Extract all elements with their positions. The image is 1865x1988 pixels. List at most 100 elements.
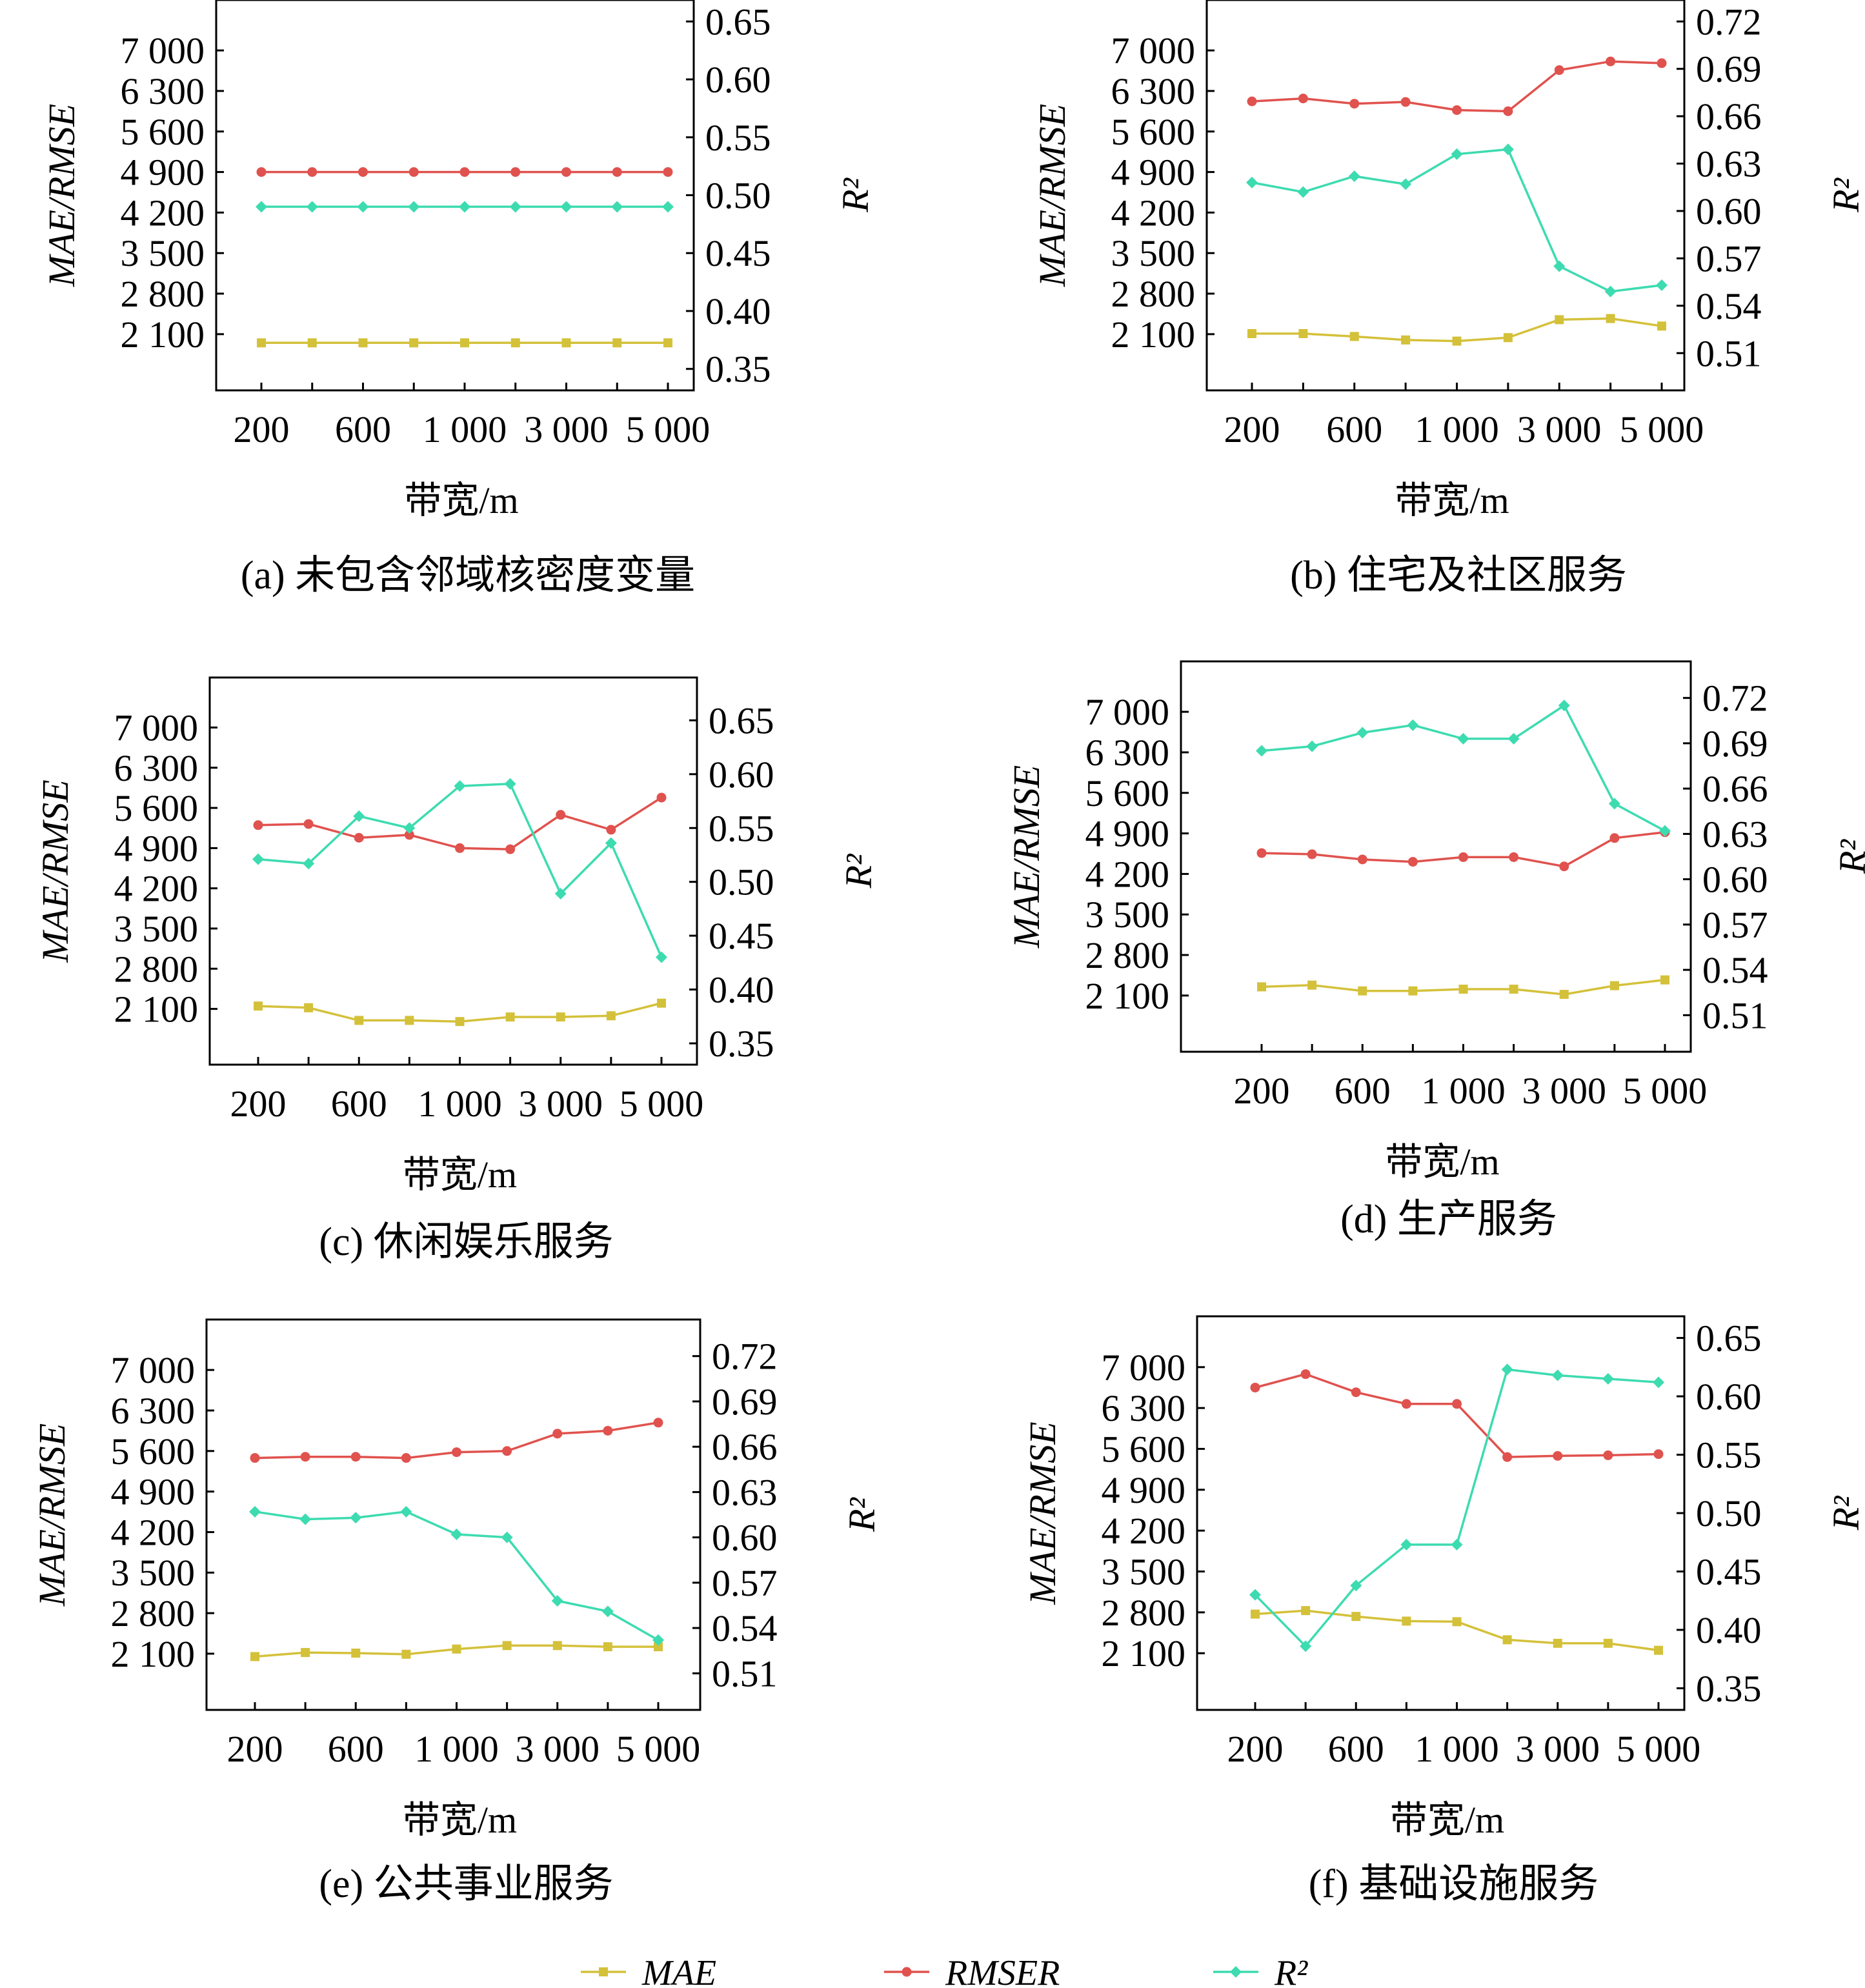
legend-label: R² [1274, 1953, 1308, 1988]
right-tick-label: 0.50 [705, 175, 771, 217]
data-point [307, 167, 318, 177]
right-tick-label: 0.35 [705, 348, 771, 390]
left-tick-label: 2 800 [1111, 273, 1196, 315]
right-tick-label: 0.65 [705, 1, 771, 43]
data-point [256, 167, 267, 177]
series-line [257, 796, 662, 850]
left-tick-label: 3 500 [114, 908, 199, 950]
left-tick-label: 3 500 [1102, 1551, 1186, 1592]
data-point [1657, 321, 1666, 331]
right-tick-label: 0.55 [709, 807, 774, 849]
left-tick-label: 4 200 [121, 192, 205, 234]
right-tick-label: 0.72 [1696, 1, 1762, 43]
right-tick-label: 0.51 [1696, 332, 1762, 374]
panel-caption: (f) 基础设施服务 [1309, 1862, 1598, 1906]
right-tick-label: 0.60 [1696, 1376, 1762, 1418]
data-point [1559, 861, 1569, 872]
y-axis-label-right: R² [1831, 838, 1865, 874]
left-tick-label: 4 200 [1102, 1510, 1186, 1552]
right-tick-label: 0.51 [712, 1652, 778, 1694]
data-point [662, 201, 674, 213]
right-tick-label: 0.66 [1696, 95, 1762, 137]
left-tick-label: 4 200 [111, 1511, 196, 1553]
data-point [1402, 1616, 1411, 1626]
data-point [350, 1512, 362, 1524]
data-point [358, 167, 368, 177]
y-axis-label-right: R² [841, 1496, 883, 1532]
x-tick-label: 1 000 [423, 408, 507, 450]
x-tick-label: 200 [230, 1083, 287, 1125]
data-point [1349, 99, 1360, 109]
data-point [605, 837, 617, 849]
data-point [249, 1505, 261, 1518]
legend-marker [599, 1967, 608, 1976]
left-tick-label: 4 900 [1102, 1469, 1186, 1511]
data-point [510, 338, 520, 348]
legend-label: RMSER [945, 1953, 1060, 1988]
plot-frame [1196, 1315, 1686, 1711]
data-point [1503, 333, 1513, 343]
left-tick-label: 3 500 [1085, 894, 1170, 936]
y-axis-label-left: MAE/RMSE [1005, 765, 1047, 949]
series-rmser [1250, 1369, 1664, 1462]
right-tick-label: 0.57 [1696, 237, 1762, 279]
data-point [1604, 285, 1617, 297]
data-point [303, 858, 315, 870]
right-tick-label: 0.50 [709, 861, 774, 903]
data-point [307, 338, 317, 348]
x-tick-label: 5 000 [1623, 1070, 1708, 1112]
data-point [403, 822, 416, 834]
data-point [256, 201, 267, 213]
data-point [1452, 1617, 1462, 1627]
data-point [1400, 1538, 1413, 1551]
data-point [459, 167, 470, 177]
data-point [1656, 279, 1668, 292]
data-point [454, 780, 466, 792]
right-tick-label: 0.60 [709, 754, 774, 796]
series-r2 [1246, 143, 1668, 297]
data-point [1307, 980, 1317, 990]
right-tick-label: 0.60 [705, 59, 771, 101]
data-point [561, 167, 571, 177]
left-tick-label: 7 000 [114, 707, 199, 749]
x-axis-label: 带宽/m [1390, 1799, 1504, 1841]
right-tick-label: 0.63 [1696, 143, 1762, 185]
x-tick-label: 3 000 [524, 408, 609, 450]
data-point [1250, 1382, 1260, 1392]
left-tick-label: 7 000 [1102, 1347, 1186, 1389]
data-point [552, 1429, 563, 1439]
x-tick-label: 200 [234, 408, 290, 450]
series-line [1251, 148, 1662, 293]
right-tick-label: 0.60 [712, 1517, 778, 1559]
x-tick-label: 1 000 [1415, 408, 1499, 450]
data-point [505, 844, 516, 854]
x-tick-label: 5 000 [1617, 1728, 1701, 1770]
left-tick-label: 3 500 [1111, 232, 1196, 274]
series-r2 [256, 201, 674, 213]
data-point [1307, 849, 1317, 859]
right-tick-label: 0.40 [709, 969, 774, 1011]
right-tick-label: 0.54 [1702, 949, 1768, 991]
data-point [1559, 990, 1569, 999]
right-tick-label: 0.66 [1702, 768, 1768, 810]
data-point [653, 1418, 663, 1428]
series-mae [1247, 314, 1666, 346]
data-point [504, 778, 516, 790]
plot-frame [205, 1318, 701, 1711]
plot-frame [1205, 0, 1686, 392]
right-tick-label: 0.45 [705, 232, 771, 274]
data-point [560, 201, 572, 213]
data-point [603, 1425, 613, 1436]
right-tick-label: 0.63 [712, 1471, 778, 1513]
left-tick-label: 7 000 [1111, 30, 1196, 72]
data-point [459, 201, 470, 213]
right-tick-label: 0.57 [712, 1562, 778, 1604]
right-tick-label: 0.35 [709, 1023, 774, 1065]
data-point [1246, 176, 1258, 188]
series-mae [250, 1641, 663, 1662]
x-tick-label: 5 000 [1620, 408, 1704, 450]
right-tick-label: 0.66 [712, 1426, 778, 1468]
